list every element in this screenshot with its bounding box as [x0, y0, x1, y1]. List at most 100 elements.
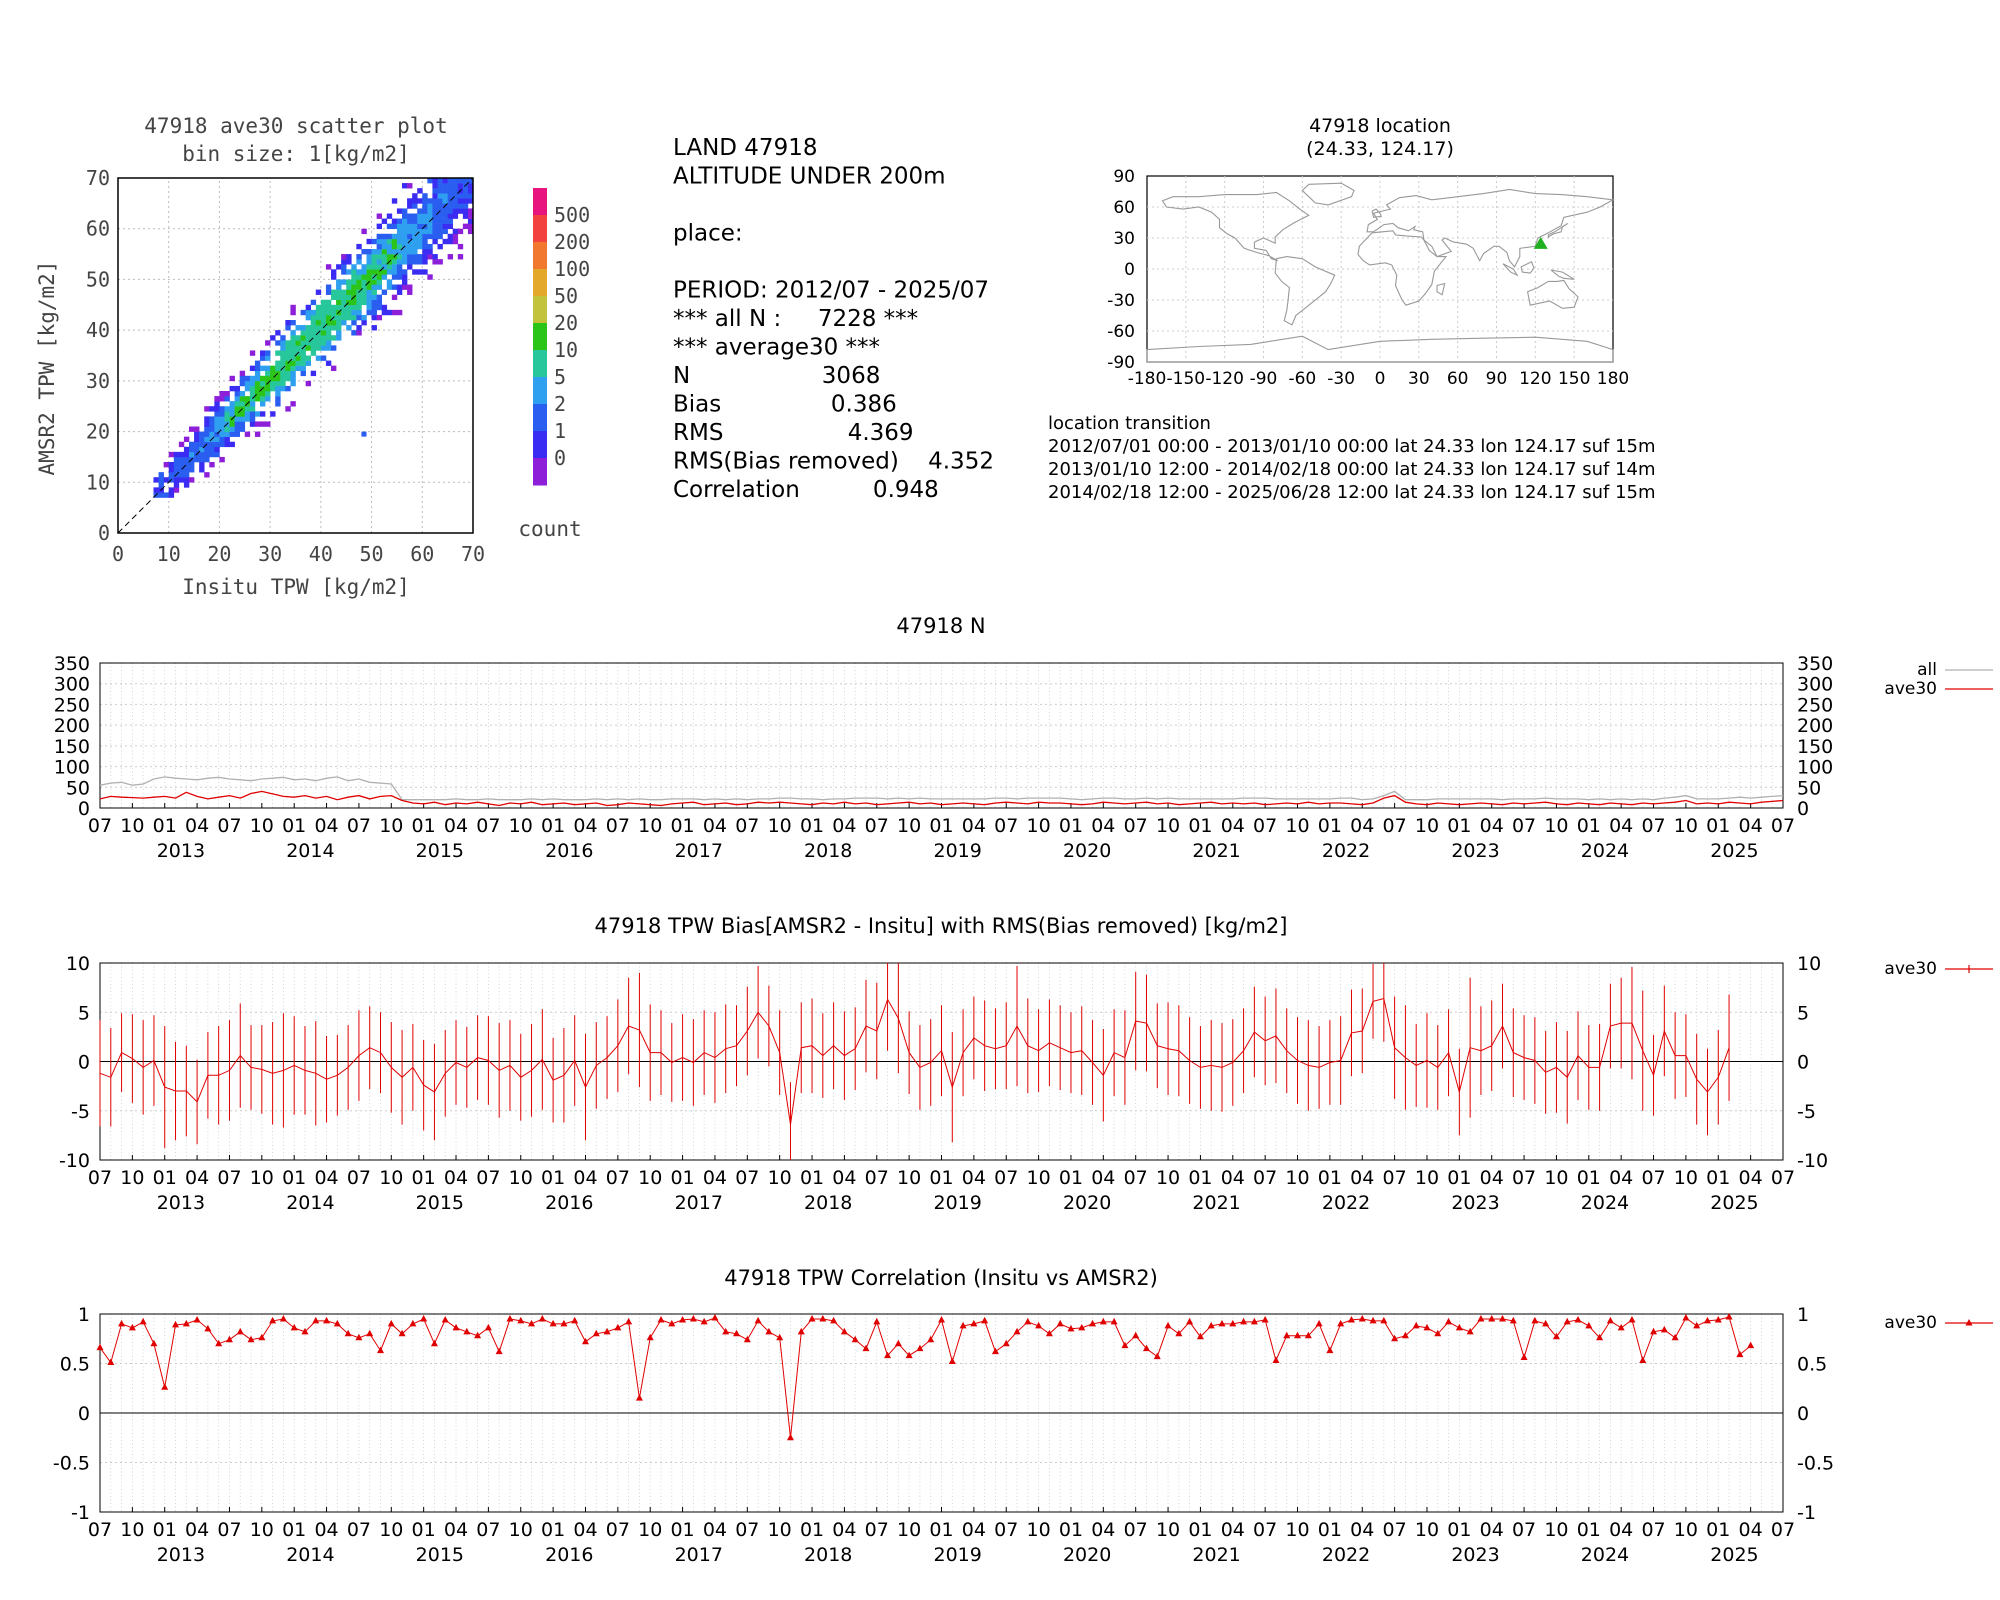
scatter-bin [234, 431, 241, 437]
scatter-bin [361, 299, 367, 306]
scatter-bin [265, 385, 271, 392]
scatter-bin [427, 249, 433, 255]
scatter-bin [371, 299, 377, 306]
corr-month-label: 07 [476, 1519, 500, 1541]
n-month-label: 01 [800, 815, 824, 837]
scatter-bin [239, 421, 246, 427]
scatter-bin [239, 416, 246, 422]
scatter-bin [209, 451, 215, 458]
scatter-bin [402, 249, 408, 255]
world-map: -180 -150 -120 -90 -60 -30 0 30 60 90 120 150 180 90 6… [1107, 167, 1629, 389]
scatter-bin [381, 238, 388, 245]
corr-point [743, 1335, 751, 1343]
bias-month-label: 07 [994, 1167, 1018, 1189]
scatter-bin [280, 375, 286, 382]
corr-point [700, 1317, 708, 1325]
scatter-bin [199, 467, 205, 473]
scatter-bin [315, 309, 322, 316]
scatter-bin [432, 213, 438, 219]
corr-month-label: 10 [120, 1519, 144, 1541]
scatter-bin [325, 304, 332, 311]
scatter-bin [412, 218, 418, 224]
scatter-bin [412, 254, 418, 260]
scatter-bin [214, 406, 220, 412]
corr-month-label: 04 [703, 1519, 727, 1541]
colorbar-segment [533, 458, 547, 486]
scatter-bin [320, 304, 327, 311]
n-year-label: 2016 [545, 840, 593, 862]
corr-point [269, 1316, 277, 1324]
corr-month-label: 10 [1156, 1519, 1180, 1541]
scatter-bin [325, 320, 332, 326]
scatter-bin [229, 431, 235, 437]
corr-point [1574, 1315, 1582, 1323]
bias-month-label: 04 [1739, 1167, 1763, 1189]
corr-point [1207, 1321, 1215, 1329]
scatter-bin [153, 477, 159, 483]
scatter-bin [173, 477, 180, 483]
scatter-bin [290, 309, 296, 316]
stats-line: *** average30 *** [673, 335, 880, 361]
colorbar-tick-label: 2 [554, 392, 566, 416]
corr-point [970, 1319, 978, 1327]
scatter-bin [219, 396, 225, 402]
scatter-bin [204, 436, 210, 443]
scatter-bin [305, 355, 312, 361]
scatter-bin [361, 284, 367, 290]
scatter-bin [209, 416, 215, 422]
n-year-label: 2014 [286, 840, 334, 862]
scatter-bin [442, 238, 448, 245]
scatter-bin [447, 208, 454, 214]
scatter-bin [249, 385, 256, 392]
scatter-bin [376, 243, 383, 250]
scatter-bin [371, 325, 377, 331]
scatter-bin [432, 188, 438, 194]
scatter-bin [361, 249, 367, 255]
scatter-bin [260, 355, 266, 361]
scatter-bin [407, 233, 413, 240]
corr-point [463, 1327, 471, 1335]
n-year-label: 2024 [1581, 840, 1629, 862]
corr-month-label: 04 [444, 1519, 468, 1541]
scatter-bin [178, 441, 185, 448]
scatter-bin [229, 421, 235, 427]
scatter-bin [285, 375, 291, 382]
scatter-bin [290, 380, 296, 387]
scatter-bin [305, 340, 312, 346]
bias-ytick-left: -5 [71, 1101, 90, 1123]
scatter-bin [462, 188, 469, 194]
bias-month-label: 07 [476, 1167, 500, 1189]
scatter-bin [280, 340, 286, 346]
scatter-bin [391, 274, 398, 280]
corr-month-label: 10 [250, 1519, 274, 1541]
corr-point [1747, 1341, 1755, 1349]
corr-month-label: 01 [929, 1519, 953, 1541]
colorbar-segment [533, 215, 547, 243]
corr-month-label: 10 [1544, 1519, 1568, 1541]
scatter-bin [361, 431, 367, 437]
scatter-bin [239, 401, 246, 407]
scatter-bin [386, 238, 393, 245]
scatter-bin [173, 467, 180, 473]
corr-ytick-left: -0.5 [53, 1453, 90, 1475]
n-ytick-left: 250 [54, 694, 90, 716]
map-ytick-label: 0 [1124, 260, 1135, 280]
bias-month-label: 01 [1706, 1167, 1730, 1189]
location-transition-1: 2012/07/01 00:00 - 2013/01/10 00:00 lat … [1048, 436, 1656, 457]
corr-point [1434, 1329, 1442, 1337]
scatter-bin [402, 223, 408, 230]
n-ytick-right: 0 [1797, 798, 1809, 820]
corr-point [884, 1351, 892, 1359]
scatter-bin [183, 451, 190, 458]
colorbar-tick-label: 10 [554, 338, 578, 362]
scatter-bin [361, 314, 367, 321]
scatter-bin [346, 284, 352, 290]
scatter-bin [346, 259, 352, 265]
n-month-label: 07 [1771, 815, 1795, 837]
scatter-xtick-label: 10 [157, 542, 181, 566]
n-month-label: 01 [1706, 815, 1730, 837]
scatter-bin [376, 259, 383, 265]
scatter-bin [412, 233, 418, 240]
scatter-bin [158, 472, 164, 478]
scatter-bin [346, 314, 352, 321]
